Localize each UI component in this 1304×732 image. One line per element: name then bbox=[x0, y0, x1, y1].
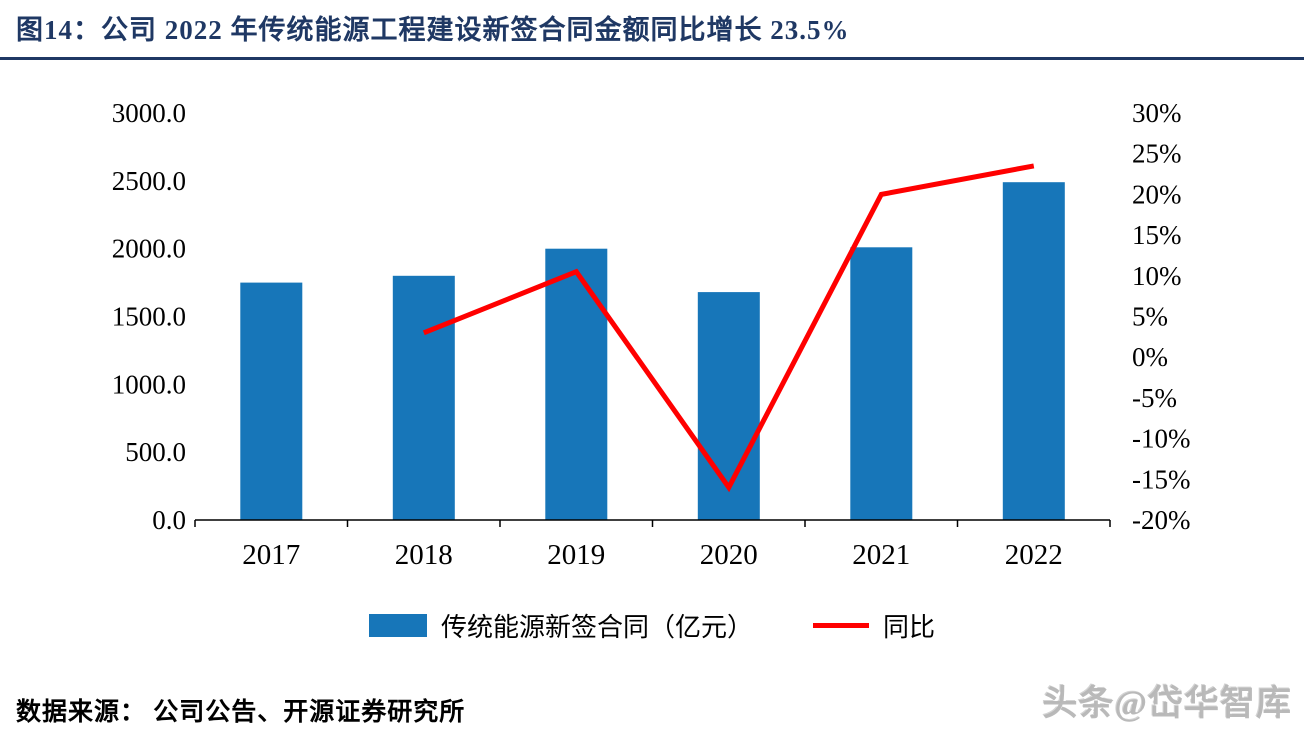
x-category-label: 2017 bbox=[242, 539, 300, 571]
y-right-tick-label: 0% bbox=[1132, 342, 1168, 372]
watermark: 头条@岱华智库 bbox=[1042, 684, 1292, 723]
x-category-label: 2020 bbox=[700, 539, 758, 571]
bar-series-label: 传统能源新签合同（亿元） bbox=[440, 612, 753, 642]
line-series-label: 同比 bbox=[883, 612, 936, 642]
y-left-tick-label: 0.0 bbox=[152, 505, 186, 535]
chart-canvas: 0.0 500.0 1000.0 1500.0 2000.0 2500.0 3000.0 -2… bbox=[112, 98, 1191, 571]
bar-2022 bbox=[1002, 182, 1065, 520]
y-right-tick-label: 10% bbox=[1132, 261, 1182, 291]
bar-2021 bbox=[850, 247, 913, 521]
y-right-tick-label: 20% bbox=[1132, 179, 1182, 209]
legend-item-bars: 传统能源新签合同（亿元） bbox=[368, 607, 753, 644]
bar-2018 bbox=[392, 275, 455, 520]
y-right-tick-label: -5% bbox=[1132, 383, 1177, 413]
x-category-label: 2019 bbox=[547, 539, 605, 571]
legend-item-line: 同比 bbox=[813, 607, 935, 644]
y-left-tick-label: 3000.0 bbox=[112, 98, 186, 128]
title-divider bbox=[0, 57, 1304, 60]
x-category-label: 2021 bbox=[852, 539, 910, 571]
y-right-tick-label: -15% bbox=[1132, 464, 1190, 494]
growth-line bbox=[422, 163, 1035, 493]
y-right-tick-label: 30% bbox=[1132, 98, 1182, 128]
y-left-tick-label: 1000.0 bbox=[112, 369, 186, 399]
x-category-label: 2018 bbox=[395, 539, 453, 571]
y-right-tick-label: -10% bbox=[1132, 424, 1190, 454]
y-left-tick-label: 500.0 bbox=[125, 437, 186, 467]
y-right-tick-label: 15% bbox=[1132, 220, 1182, 250]
y-right-tick-label: -20% bbox=[1132, 505, 1190, 535]
figure-title: 图14：公司 2022 年传统能源工程建设新签合同金额同比增长 23.5% bbox=[16, 15, 850, 45]
x-category-label: 2022 bbox=[1005, 539, 1063, 571]
y-right-tick-label: 5% bbox=[1132, 302, 1168, 332]
line-series-swatch bbox=[813, 622, 869, 628]
bar-series-swatch bbox=[368, 613, 427, 637]
y-left-tick-label: 1500.0 bbox=[112, 302, 186, 332]
bar-2017 bbox=[240, 282, 303, 520]
y-left-tick-label: 2500.0 bbox=[112, 166, 186, 196]
y-right-tick-label: 25% bbox=[1132, 139, 1182, 169]
bar-2019 bbox=[545, 248, 608, 520]
y-left-tick-label: 2000.0 bbox=[112, 234, 186, 264]
data-source: 数据来源： 公司公告、开源证券研究所 bbox=[16, 699, 466, 726]
chart-legend: 传统能源新签合同（亿元） 同比 bbox=[0, 605, 1304, 645]
